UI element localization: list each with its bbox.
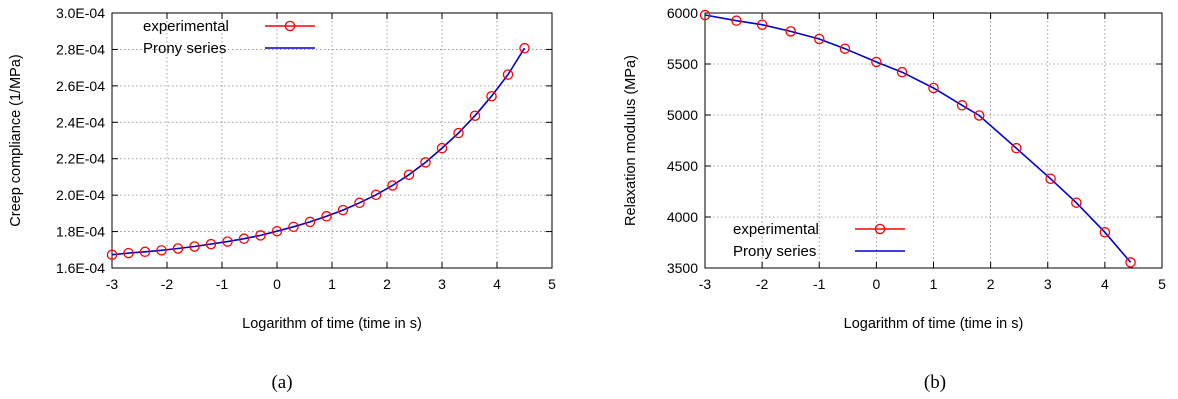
experimental-point [1071,197,1082,208]
experimental-point [731,15,742,26]
experimental-point [222,236,233,247]
x-tick-label: 4 [493,276,501,292]
chart-panel-a: -3 -2 -1 0 1 2 3 4 5 1.6E-04 1.8E-04 2.0E-04 2.2E-04… [8,5,556,393]
x-tick-label: 1 [930,276,938,292]
chart-panel-b: -3 -2 -1 0 1 2 3 4 5 3500 4000 4500 5000 5500 6000 Loga… [623,5,1166,393]
experimental-point [699,9,711,21]
experimental-point [271,225,283,237]
prony-series-line [111,47,526,256]
y-tick-label: 6000 [667,5,698,21]
experimental-point [519,42,530,54]
y-tick-label: 2.2E-04 [56,151,105,167]
experimental-point [1125,257,1136,268]
x-tick-label: 5 [548,276,556,292]
experimental-point [1099,227,1111,238]
experimental-point [403,169,415,180]
y-tick-label: 1.6E-04 [56,260,105,276]
experimental-point [139,246,151,258]
y-tick-label: 2.4E-04 [56,114,105,130]
legend-label: Prony series [143,40,226,57]
y-tick-label: 1.8E-04 [56,224,105,240]
experimental-point [1011,142,1022,154]
panel-caption: (a) [271,372,292,393]
x-axis-label: Logarithm of time (time in s) [844,316,1024,332]
x-tick-label: 5 [1158,276,1166,292]
experimental-point [321,211,332,222]
experimental-point [238,233,250,244]
y-tick-label: 3.0E-04 [56,5,105,21]
y-tick-label: 2.0E-04 [56,187,105,203]
y-tick-label: 4500 [667,158,698,174]
experimental-point [1045,173,1056,184]
experimental-point [956,100,968,111]
experimental-point [453,127,464,139]
legend-label: experimental [733,221,819,238]
experimental-point [839,43,851,54]
legend-marker [874,223,886,235]
x-tick-label: 0 [872,276,880,292]
experimental-point [337,204,349,216]
experimental-point [189,241,200,252]
experimental-point [973,110,985,121]
y-tick-label: 2.6E-04 [56,78,105,94]
legend-label: experimental [143,18,229,35]
experimental-point [814,33,825,45]
experimental-point [928,82,939,94]
x-tick-label: 4 [1101,276,1109,292]
experimental-point [156,245,167,256]
experimental-point [123,247,134,259]
experimental-point [205,238,217,250]
legend-marker [284,20,296,32]
x-tick-label: -3 [106,276,119,292]
experimental-point [756,19,768,30]
experimental-point [871,56,882,68]
y-tick-label: 4000 [667,209,698,225]
experimental-point [469,110,481,121]
experimental-point [354,197,365,209]
legend: experimental Prony series [143,18,315,57]
y-axis-label: Creep compliance (1/MPa) [8,54,24,226]
x-tick-label: 0 [273,276,281,292]
legend: experimental Prony series [733,221,905,260]
experimental-point [304,216,316,228]
experimental-point [420,157,431,168]
x-tick-label: -2 [161,276,174,292]
x-tick-label: 2 [987,276,995,292]
legend-label: Prony series [733,243,816,260]
experimental-point [387,180,398,191]
x-tick-label: 1 [328,276,336,292]
experimental-point [436,142,448,154]
x-tick-label: 3 [438,276,446,292]
y-axis-label: Relaxation modulus (MPa) [623,55,639,226]
y-tick-label: 2.8E-04 [56,41,105,57]
x-tick-label: 2 [383,276,391,292]
experimental-point [486,90,497,102]
experimental-point [502,69,514,80]
panel-caption: (b) [924,372,946,393]
experimental-point [106,249,118,260]
y-tick-label: 5500 [667,56,698,72]
experimental-point [288,221,299,233]
experimental-point [785,26,796,37]
experimental-point [896,66,908,78]
x-tick-label: 3 [1044,276,1052,292]
x-tick-label: -1 [216,276,229,292]
x-tick-label: -3 [699,276,712,292]
experimental-point [255,230,266,241]
prony-series-line [704,14,1132,263]
x-tick-label: -2 [756,276,769,292]
x-axis-label: Logarithm of time (time in s) [242,316,422,332]
experimental-point [370,189,382,201]
y-tick-label: 5000 [667,107,698,123]
y-tick-label: 3500 [667,260,698,276]
experimental-point [172,243,184,254]
x-tick-label: -1 [813,276,826,292]
